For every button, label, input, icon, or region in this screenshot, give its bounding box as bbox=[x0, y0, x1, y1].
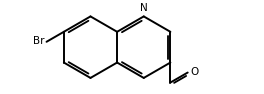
Text: N: N bbox=[140, 3, 148, 13]
Text: O: O bbox=[190, 67, 199, 77]
Text: Br: Br bbox=[34, 36, 45, 46]
